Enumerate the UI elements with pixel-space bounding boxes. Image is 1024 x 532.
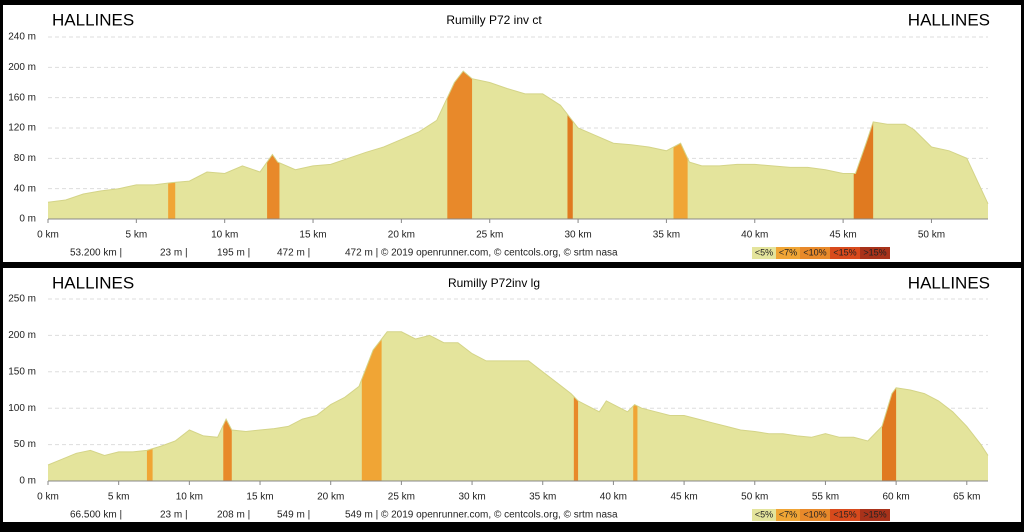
elevation-area [48, 71, 988, 219]
slope-section [447, 71, 473, 219]
legend-label: <7% [779, 509, 797, 519]
x-tick-label: 0 km [37, 230, 59, 241]
x-tick-label: 10 km [176, 492, 203, 503]
x-tick-label: 30 km [564, 230, 591, 241]
x-tick-label: 0 km [37, 492, 59, 503]
y-tick-label: 120 m [8, 123, 36, 134]
footer-stat: 195 m | [217, 248, 250, 259]
x-tick-label: 25 km [476, 230, 503, 241]
y-tick-label: 40 m [14, 183, 36, 194]
x-tick-label: 5 km [126, 230, 148, 241]
legend-swatch [830, 509, 860, 521]
x-tick-label: 50 km [741, 492, 768, 503]
legend-label: <15% [833, 247, 856, 257]
elevation-line [47, 331, 989, 466]
y-tick-label: 150 m [8, 366, 36, 377]
x-tick-label: 30 km [458, 492, 485, 503]
y-tick-label: 0 m [19, 476, 36, 487]
legend-label: <5% [755, 509, 773, 519]
x-tick-label: 45 km [670, 492, 697, 503]
legend-label: >15% [863, 509, 886, 519]
x-tick-label: 25 km [388, 492, 415, 503]
slope-section [573, 331, 579, 481]
legend-swatch [776, 509, 800, 521]
x-tick-label: 40 km [741, 230, 768, 241]
footer-stat: 23 m | [160, 248, 188, 259]
footer-stat: 472 m | © 2019 openrunner.com, © centcol… [345, 248, 618, 259]
y-tick-label: 240 m [8, 32, 36, 43]
slope-section [361, 331, 382, 481]
legend-label: <15% [833, 509, 856, 519]
y-tick-label: 200 m [8, 330, 36, 341]
x-tick-label: 5 km [108, 492, 130, 503]
legend-label: <7% [779, 247, 797, 257]
y-tick-label: 200 m [8, 62, 36, 73]
x-tick-label: 35 km [529, 492, 556, 503]
y-tick-label: 100 m [8, 403, 36, 414]
footer-stat: 549 m | © 2019 openrunner.com, © centcol… [345, 510, 618, 521]
legend-swatch [800, 247, 830, 259]
x-tick-label: 10 km [211, 230, 238, 241]
legend-label: <10% [803, 509, 826, 519]
x-tick-label: 55 km [812, 492, 839, 503]
y-tick-label: 160 m [8, 92, 36, 103]
legend-swatch [830, 247, 860, 259]
legend-swatch [860, 509, 890, 521]
y-tick-label: 0 m [19, 214, 36, 225]
legend-swatch [752, 247, 776, 259]
legend-swatch [752, 509, 776, 521]
legend-swatch [776, 247, 800, 259]
footer-stat: 53.200 km | [70, 248, 122, 259]
elevation-line [47, 70, 989, 205]
footer-stat: 472 m | [277, 248, 310, 259]
x-tick-label: 20 km [388, 230, 415, 241]
slope-section [567, 71, 573, 219]
start-label: HALLINES [52, 273, 134, 292]
legend-label: <5% [755, 247, 773, 257]
legend-swatch [800, 509, 830, 521]
x-tick-label: 65 km [953, 492, 980, 503]
footer-stat: 23 m | [160, 510, 188, 521]
chart-title: Rumilly P72inv lg [448, 276, 540, 290]
elevation-area [48, 331, 988, 481]
x-tick-label: 20 km [317, 492, 344, 503]
end-label: HALLINES [908, 10, 990, 29]
footer-stat: 208 m | [217, 510, 250, 521]
y-tick-label: 80 m [14, 153, 36, 164]
x-tick-label: 60 km [883, 492, 910, 503]
x-tick-label: 15 km [246, 492, 273, 503]
chart-title: Rumilly P72 inv ct [446, 13, 542, 27]
start-label: HALLINES [52, 10, 134, 29]
legend-swatch [860, 247, 890, 259]
legend-label: <10% [803, 247, 826, 257]
x-tick-label: 45 km [829, 230, 856, 241]
y-tick-label: 250 m [8, 294, 36, 305]
footer-stat: 66.500 km | [70, 510, 122, 521]
y-tick-label: 50 m [14, 439, 36, 450]
x-tick-label: 40 km [600, 492, 627, 503]
x-tick-label: 15 km [299, 230, 326, 241]
slope-section [633, 331, 638, 481]
legend-label: >15% [863, 247, 886, 257]
end-label: HALLINES [908, 273, 990, 292]
footer-stat: 549 m | [277, 510, 310, 521]
x-tick-label: 50 km [918, 230, 945, 241]
x-tick-label: 35 km [653, 230, 680, 241]
